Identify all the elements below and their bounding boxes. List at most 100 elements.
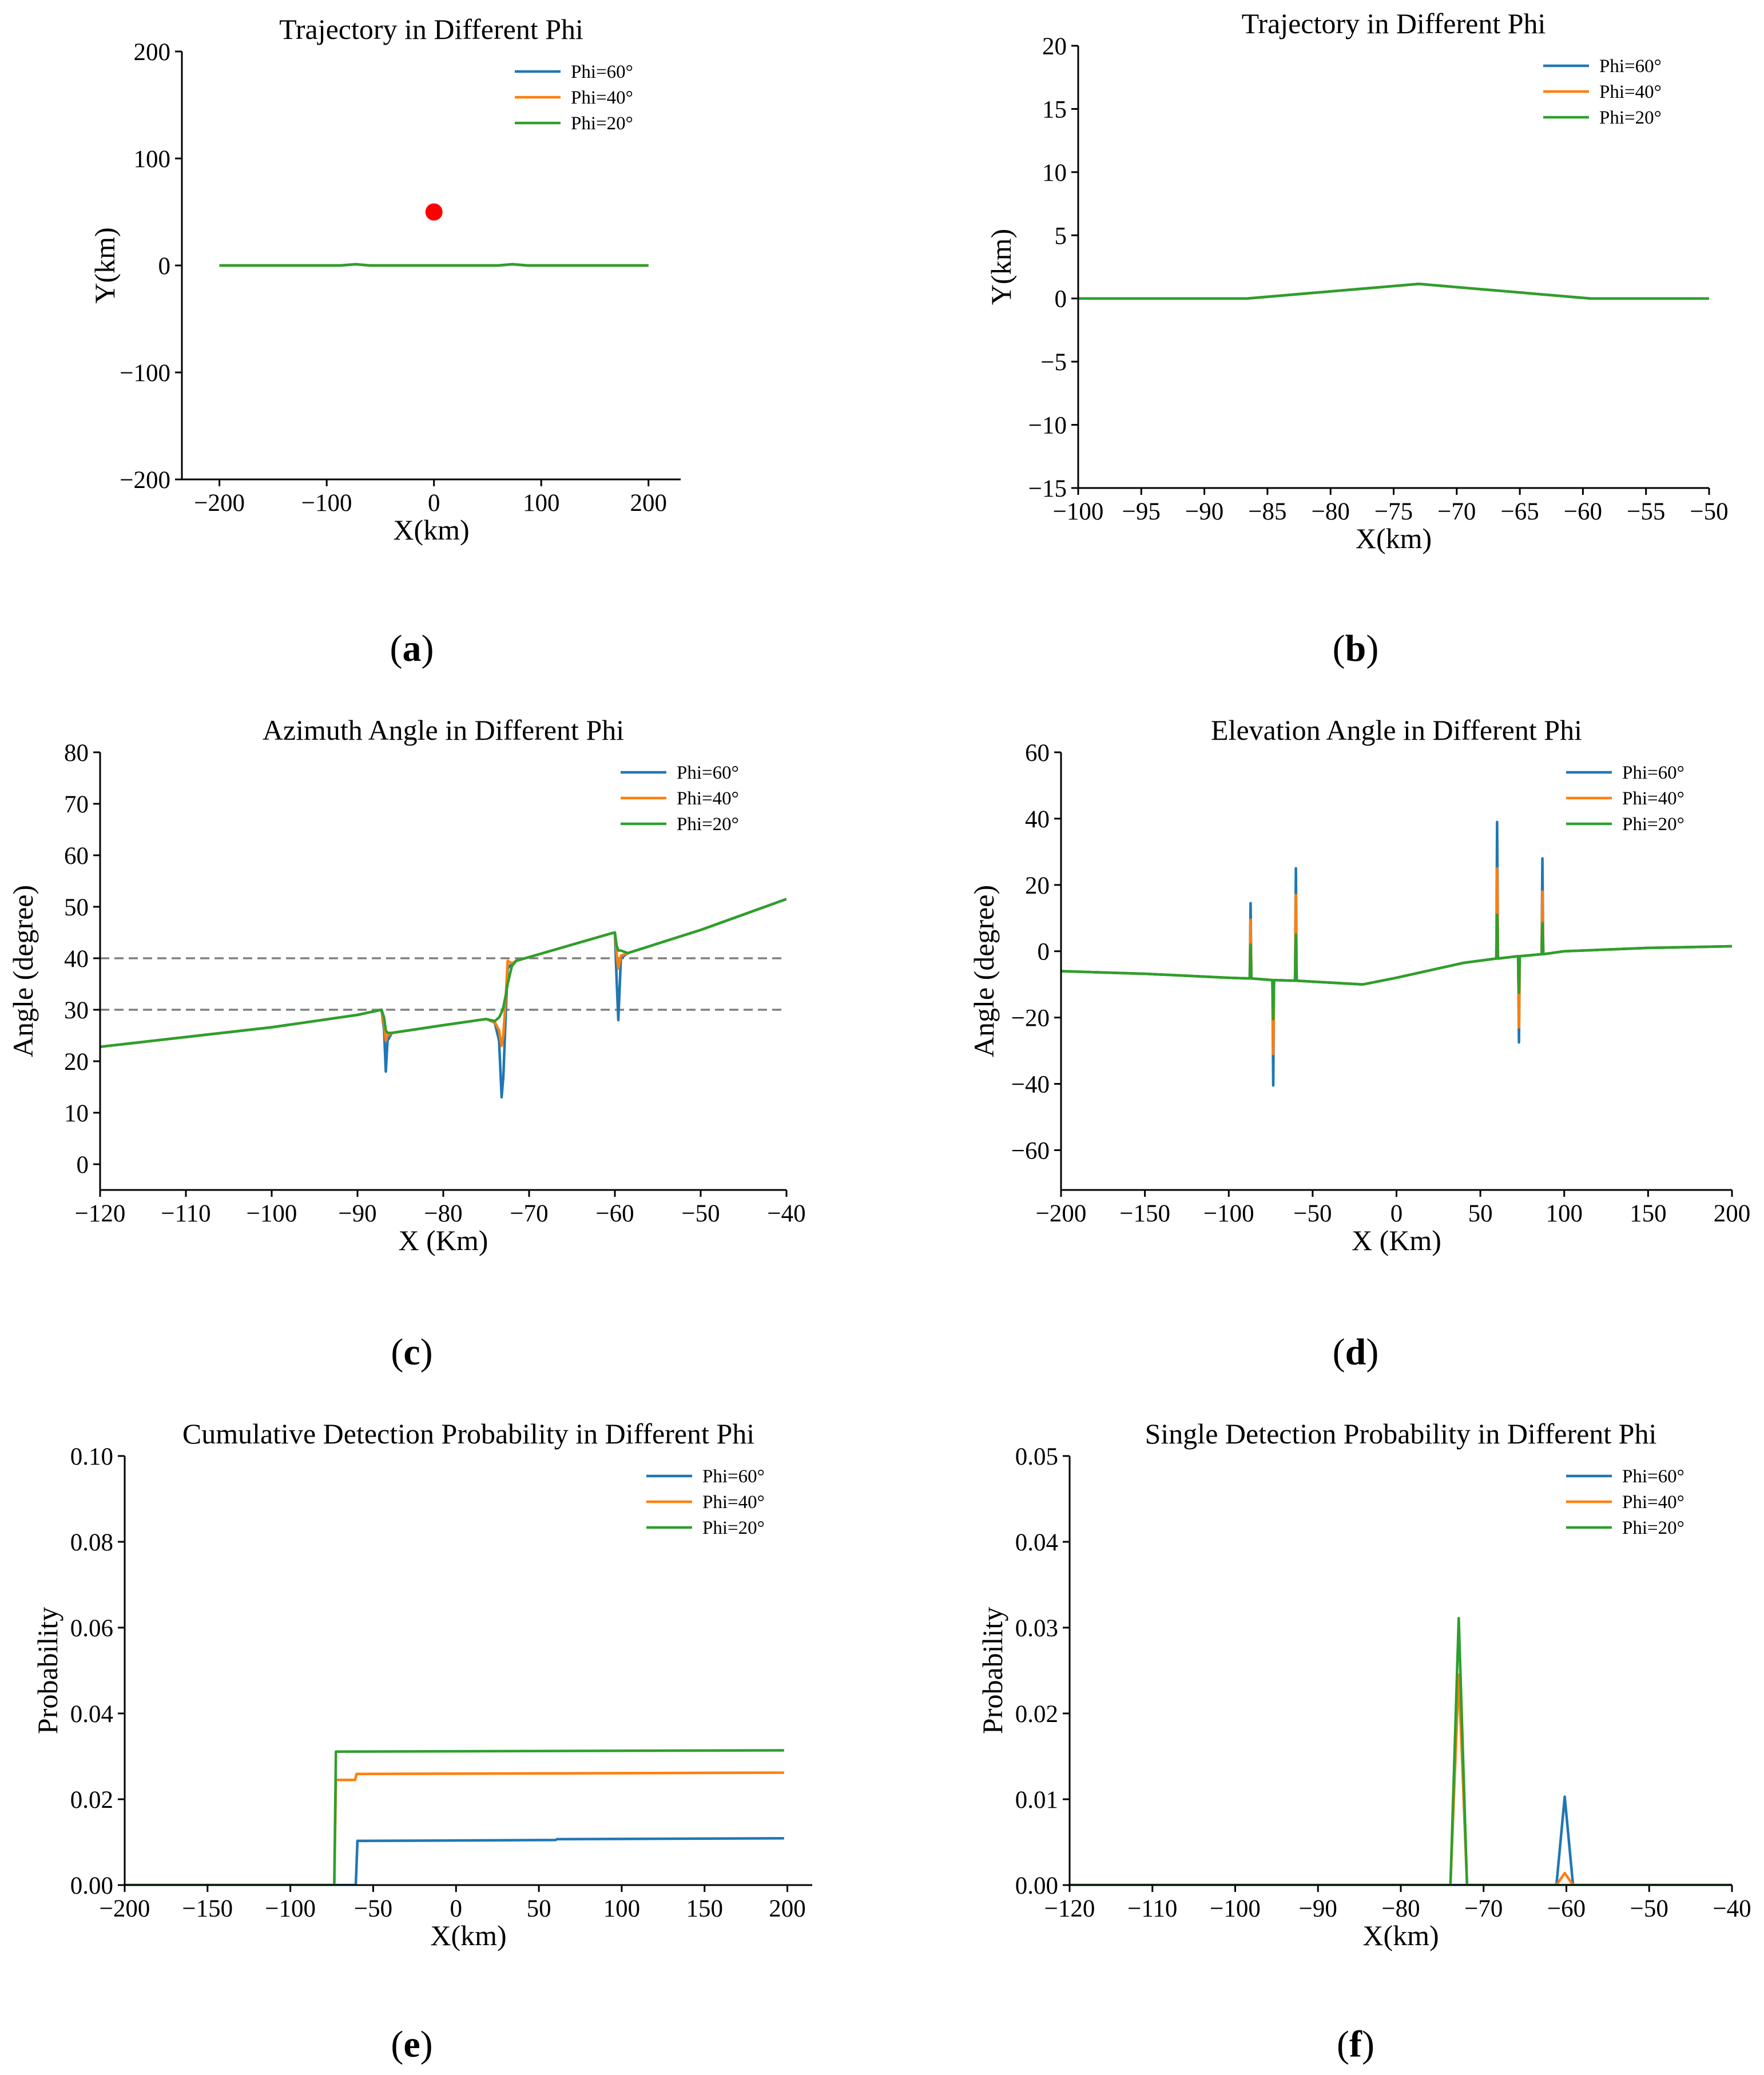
x-tick-label: −50 xyxy=(1690,498,1728,525)
y-tick-label: −60 xyxy=(1011,1137,1050,1164)
y-tick-label: 0.00 xyxy=(70,1872,113,1899)
legend-label: Phi=20° xyxy=(1622,1518,1684,1538)
chart-e: −200 −150 −100 −50 0 50 100 150 200 0.00 0.02 0.04 0… xyxy=(31,1418,812,1951)
y-tick-label: 60 xyxy=(1025,740,1050,767)
legend-label: Phi=60° xyxy=(677,763,739,783)
y-tick-label: 0.02 xyxy=(70,1787,113,1814)
x-tick-label: −100 xyxy=(301,490,352,517)
x-tick-label: −80 xyxy=(424,1200,462,1227)
x-axis-label: X(km) xyxy=(430,1919,506,1951)
y-axis-label: Y(km) xyxy=(985,229,1017,305)
series-line xyxy=(125,1837,784,1885)
x-tick-label: −200 xyxy=(194,490,245,517)
x-tick-label: −50 xyxy=(1293,1200,1332,1227)
y-tick-label: 0.03 xyxy=(1015,1615,1058,1642)
panel-label: (e) xyxy=(391,2024,432,2065)
x-tick-label: −50 xyxy=(1630,1895,1668,1922)
x-tick-label: −100 xyxy=(1053,498,1104,525)
x-tick-label: −65 xyxy=(1500,498,1539,525)
y-tick-label: 0.10 xyxy=(70,1443,113,1470)
x-tick-label: −60 xyxy=(1547,1895,1586,1922)
chart-a: −200 −100 0 100 200 −200 −100 0 100 200 Trajectory… xyxy=(89,13,681,546)
y-tick-label: 50 xyxy=(64,894,89,921)
series-group xyxy=(1070,1617,1732,1885)
series-line xyxy=(1061,913,1732,1021)
y-tick-label: 0 xyxy=(158,253,171,280)
x-tick-label: 100 xyxy=(1546,1200,1583,1227)
x-tick-label: −60 xyxy=(1564,498,1602,525)
series-group xyxy=(100,898,786,1099)
x-tick-label: 0 xyxy=(1390,1200,1403,1227)
series-line xyxy=(219,263,649,267)
legend: Phi=60° Phi=40° Phi=20° xyxy=(621,763,739,835)
panel-label: (c) xyxy=(391,1331,432,1373)
y-axis-label: Probability xyxy=(976,1607,1008,1734)
series-group xyxy=(1061,820,1732,1087)
series-line xyxy=(100,898,786,1049)
legend-label: Phi=60° xyxy=(702,1466,765,1487)
y-tick-label: 10 xyxy=(1042,160,1067,187)
y-tick-label: 0.04 xyxy=(70,1701,113,1728)
x-tick-label: −70 xyxy=(1437,498,1476,525)
legend-label: Phi=60° xyxy=(1622,1466,1684,1487)
y-tick-label: 200 xyxy=(134,39,171,66)
y-tick-label: 0.02 xyxy=(1015,1701,1058,1728)
x-tick-label: −120 xyxy=(1044,1895,1095,1922)
legend: Phi=60° Phi=40° Phi=20° xyxy=(1543,56,1662,128)
x-tick-label: 200 xyxy=(769,1895,806,1922)
legend-label: Phi=40° xyxy=(677,788,739,809)
x-tick-label: −55 xyxy=(1627,498,1665,525)
y-tick-label: −100 xyxy=(120,360,170,387)
legend-label: Phi=20° xyxy=(702,1518,765,1538)
y-tick-label: 0.06 xyxy=(70,1615,113,1642)
x-tick-label: −200 xyxy=(100,1895,150,1922)
series-line xyxy=(1078,283,1709,300)
x-tick-label: −80 xyxy=(1381,1895,1420,1922)
x-axis-label: X(km) xyxy=(393,514,469,546)
y-tick-label: 40 xyxy=(1025,806,1050,833)
y-tick-label: −20 xyxy=(1011,1005,1050,1032)
x-tick-label: −90 xyxy=(1185,498,1223,525)
y-tick-label: 20 xyxy=(1042,33,1067,60)
legend: Phi=60° Phi=40° Phi=20° xyxy=(1566,763,1684,835)
chart-title: Single Detection Probability in Differen… xyxy=(1145,1418,1657,1450)
x-tick-label: 100 xyxy=(603,1895,641,1922)
legend: Phi=60° Phi=40° Phi=20° xyxy=(646,1466,765,1538)
x-tick-label: 0 xyxy=(450,1895,463,1922)
x-tick-label: 100 xyxy=(523,490,560,517)
x-tick-label: 150 xyxy=(1630,1200,1667,1227)
x-axis-label: X(km) xyxy=(1362,1919,1439,1951)
y-tick-label: 0.01 xyxy=(1015,1787,1058,1814)
x-tick-label: −75 xyxy=(1374,498,1413,525)
x-tick-label: −90 xyxy=(1299,1895,1337,1922)
panel-label: (a) xyxy=(390,628,434,669)
y-axis-label: Angle (degree) xyxy=(7,885,39,1057)
legend-label: Phi=60° xyxy=(1622,763,1684,783)
panel-label: (b) xyxy=(1333,628,1379,669)
legend-label: Phi=20° xyxy=(571,113,633,134)
y-tick-label: 80 xyxy=(64,740,89,767)
legend-label: Phi=20° xyxy=(1622,814,1684,835)
chart-title: Trajectory in Different Phi xyxy=(1242,7,1546,39)
series-line xyxy=(125,1771,784,1885)
legend-label: Phi=20° xyxy=(677,814,739,835)
chart-title: Trajectory in Different Phi xyxy=(279,13,583,45)
x-tick-label: −50 xyxy=(354,1895,392,1922)
y-tick-label: 15 xyxy=(1042,96,1067,123)
y-tick-label: 100 xyxy=(134,146,171,173)
legend-label: Phi=60° xyxy=(571,62,633,82)
legend-label: Phi=60° xyxy=(1599,56,1662,77)
x-tick-label: −100 xyxy=(1203,1200,1254,1227)
x-tick-label: −150 xyxy=(1119,1200,1170,1227)
y-tick-label: 30 xyxy=(64,997,89,1024)
y-tick-label: −40 xyxy=(1011,1072,1050,1098)
panel-label: (d) xyxy=(1333,1331,1379,1373)
y-tick-label: −200 xyxy=(120,467,170,494)
series-line xyxy=(125,1749,784,1885)
legend-label: Phi=40° xyxy=(1622,1492,1684,1513)
y-tick-label: 0 xyxy=(77,1152,89,1179)
x-tick-label: −150 xyxy=(182,1895,233,1922)
x-tick-label: −50 xyxy=(681,1200,720,1227)
y-tick-label: 40 xyxy=(64,946,89,973)
